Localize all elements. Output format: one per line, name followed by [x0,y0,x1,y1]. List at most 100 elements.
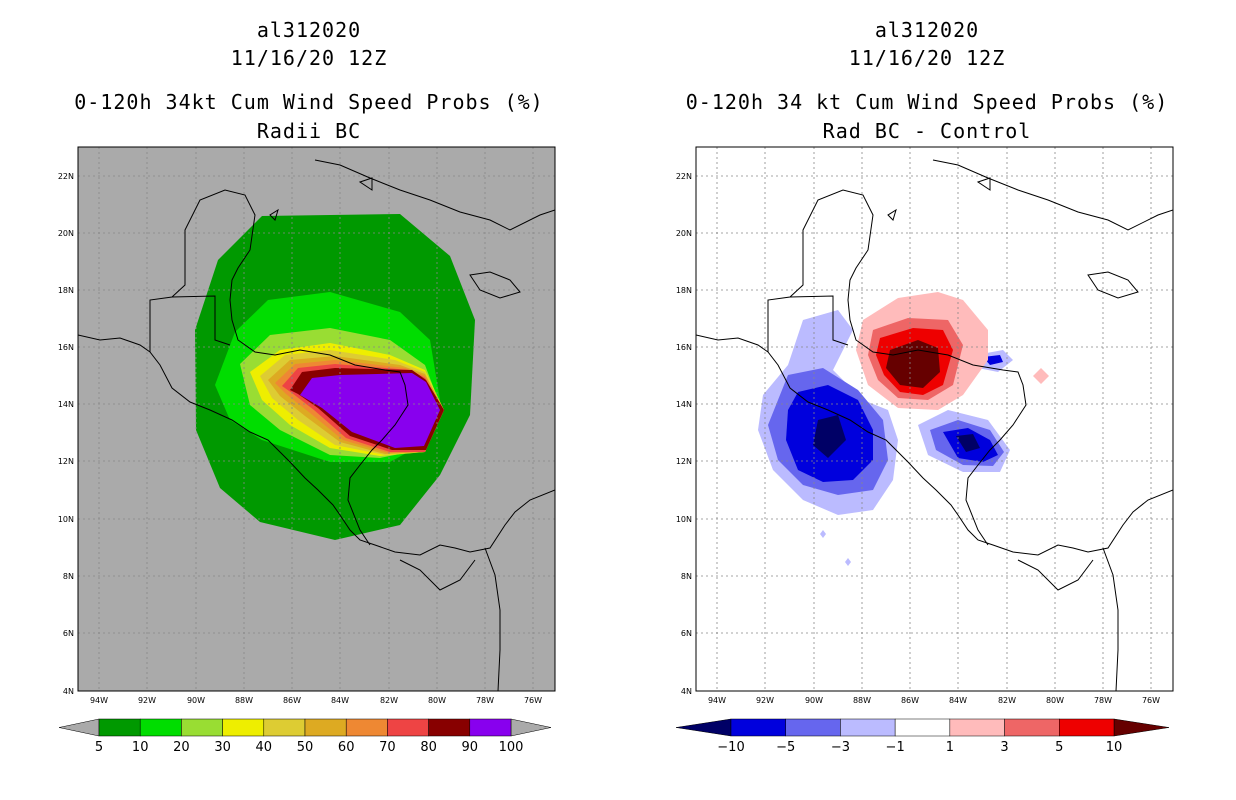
storm-id: al312020 [256,18,362,42]
colorbar-swatch [345,718,388,737]
lat-label: 20N [58,229,74,238]
date-label: 11/16/20 12Z [230,46,388,70]
lon-tick-labels: 94W 92W 90W 88W 86W 84W 82W 80W 78W 76W [90,696,542,705]
lat-label: 22N [58,172,74,181]
colorbar-low-arrow [675,718,732,737]
lon-label: 88W [235,696,253,705]
lon-label: 90W [187,696,205,705]
lon-label: 86W [901,696,919,705]
colorbar-label: 70 [379,740,396,755]
colorbar-swatch [181,718,223,737]
lat-label: 6N [681,629,692,638]
lon-label: 80W [428,696,446,705]
lon-label: 82W [998,696,1016,705]
right-colorbar: −10 −5 −3 −1 1 3 5 10 [675,718,1170,755]
coastlines [696,159,1173,691]
lon-label: 80W [1046,696,1064,705]
probability-contours [195,214,475,540]
lon-label: 78W [476,696,494,705]
chart-title: 0-120h 34 kt Cum Wind Speed Probs (%) [685,90,1169,114]
neg-dot-a [820,530,826,538]
coastlines [78,159,555,691]
chart-title: 0-120h 34kt Cum Wind Speed Probs (%) [74,90,544,114]
colorbar-swatch [469,718,512,737]
lat-label: 4N [63,687,74,696]
lat-label: 10N [58,515,74,524]
contour-90 [300,373,440,448]
lat-label: 8N [681,572,692,581]
colorbar-label: 30 [214,740,231,755]
colorbar-label: 5 [95,740,103,755]
colorbar-label: 80 [420,740,437,755]
lon-label: 92W [138,696,156,705]
neg-10-area [813,415,846,458]
lon-label: 78W [1094,696,1112,705]
lat-label: 22N [676,172,692,181]
lat-label: 8N [63,572,74,581]
lat-label: 14N [676,400,692,409]
lat-label: 12N [58,457,74,466]
colorbar-high-arrow [510,718,552,737]
lon-label: 94W [90,696,108,705]
pos-small [1033,368,1049,384]
lon-label: 94W [708,696,726,705]
pos-10-area [886,340,940,388]
colorbar-label: 3 [1000,740,1008,755]
chart-subtitle: Rad BC - Control [822,119,1032,143]
colorbar-swatch [730,718,786,737]
colorbar-label: 50 [297,740,314,755]
colorbar-label: 10 [1106,740,1123,755]
storm-id: al312020 [874,18,980,42]
lon-label: 76W [1142,696,1160,705]
left-panel: al312020 11/16/20 12Z 0-120h 34kt Cum Wi… [58,18,556,755]
colorbar-label: 1 [946,740,954,755]
colorbar-swatch [387,718,429,737]
chart-subtitle: Radii BC [256,119,362,143]
lon-label: 76W [524,696,542,705]
colorbar-label: −5 [776,740,795,755]
colorbar-swatch [894,718,951,737]
lon-label: 84W [949,696,967,705]
lat-tick-labels: 22N 20N 18N 16N 14N 12N 10N 8N 6N 4N [58,172,74,696]
colorbar-swatch [139,718,182,737]
left-colorbar: 5 10 20 30 40 50 60 70 80 90 100 [58,718,552,755]
colorbar-high-arrow [1113,718,1170,737]
lon-label: 92W [756,696,774,705]
colorbar-swatch [1059,718,1115,737]
colorbar-swatch [1004,718,1060,737]
colorbar-swatch [263,718,306,737]
colorbar-label: 90 [462,740,479,755]
lon-label: 82W [380,696,398,705]
difference-contours [758,292,1049,566]
colorbar-label: 10 [132,740,149,755]
lat-label: 12N [676,457,692,466]
neg-dot-b [845,558,851,566]
left-map: 22N 20N 18N 16N 14N 12N 10N 8N 6N 4N 94W… [58,146,556,755]
lon-label: 90W [805,696,823,705]
colorbar-label: 20 [173,740,190,755]
grid-lines [696,147,1173,691]
grid-lines [78,147,555,691]
date-label: 11/16/20 12Z [848,46,1006,70]
colorbar-label: 5 [1055,740,1063,755]
colorbar-swatch [785,718,841,737]
lat-label: 16N [676,343,692,352]
lat-label: 6N [63,629,74,638]
colorbar-label: −1 [886,740,905,755]
colorbar-swatch [222,718,265,737]
lon-label: 84W [331,696,349,705]
colorbar-label: −10 [717,740,744,755]
lon-tick-labels: 94W 92W 90W 88W 86W 84W 82W 80W 78W 76W [708,696,1160,705]
colorbar-swatch [304,718,347,737]
lat-tick-labels: 22N 20N 18N 16N 14N 12N 10N 8N 6N 4N [676,172,692,696]
lat-label: 20N [676,229,692,238]
colorbar-label: 60 [338,740,355,755]
colorbar-label: −3 [831,740,850,755]
colorbar-label: 100 [499,740,524,755]
lat-label: 4N [681,687,692,696]
lat-label: 10N [676,515,692,524]
colorbar-swatch [98,718,141,737]
neg-10-east [956,434,980,452]
lon-label: 88W [853,696,871,705]
lon-label: 86W [283,696,301,705]
